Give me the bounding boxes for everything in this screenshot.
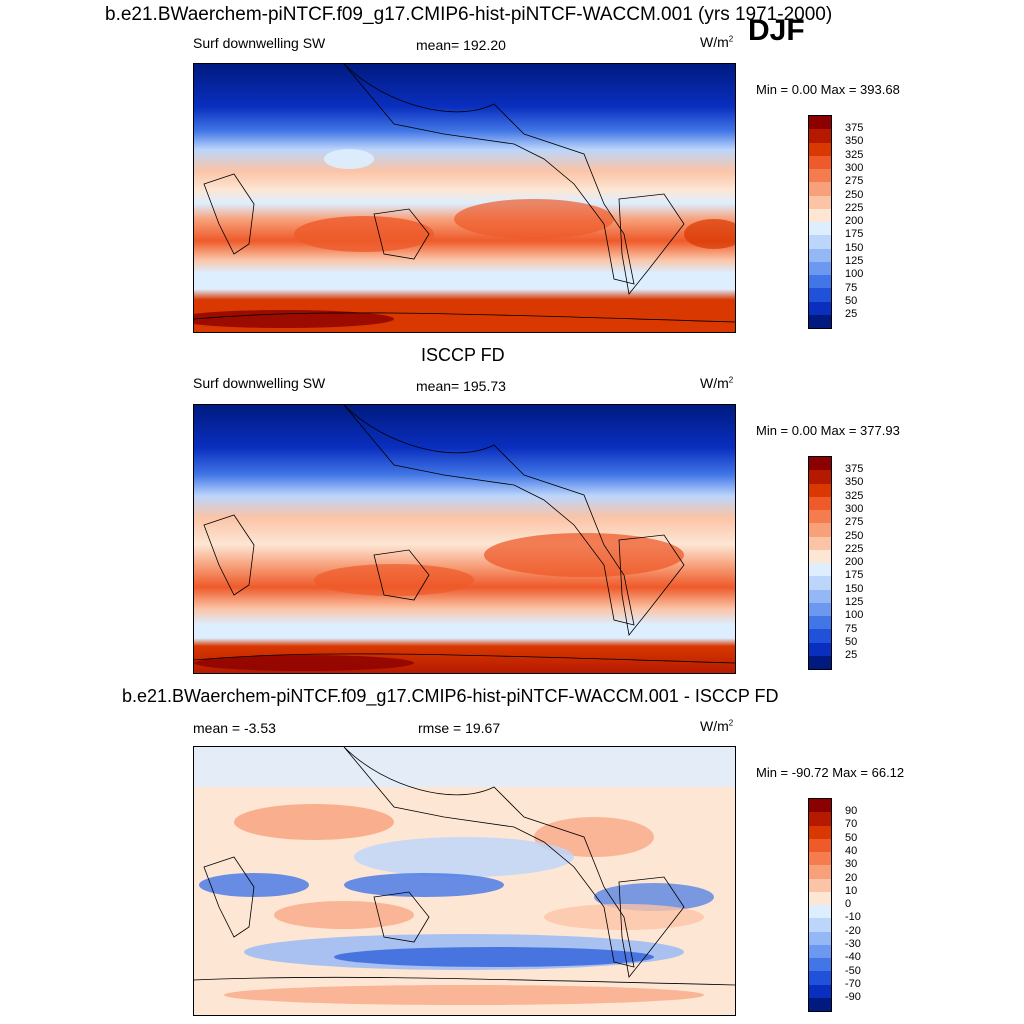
panel3-units: W/m2 <box>700 718 734 734</box>
panel1-tick: 50 <box>845 295 858 307</box>
panel2-colorbar-box <box>808 456 832 670</box>
panel2-tick: 350 <box>845 476 864 488</box>
panel1-tick: 200 <box>845 215 864 227</box>
panel2-tick: 125 <box>845 596 864 608</box>
panel3-tick: 30 <box>845 858 858 870</box>
panel1-tick: 175 <box>845 228 864 240</box>
panel3-map-field <box>193 746 736 1015</box>
plot-title: b.e21.BWaerchem-piNTCF.f09_g17.CMIP6-his… <box>105 4 833 25</box>
panel1-minmax: Min = 0.00 Max = 393.68 <box>756 82 900 97</box>
panel3-tick: 20 <box>845 872 858 884</box>
panel3-tick: 10 <box>845 885 858 897</box>
panel2-title: ISCCP FD <box>421 345 505 365</box>
panel1-tick: 325 <box>845 149 864 161</box>
panel1-colorbar-box <box>808 115 832 329</box>
panel2-tick: 200 <box>845 556 864 568</box>
panel2-tick: 300 <box>845 503 864 515</box>
panel3-minmax: Min = -90.72 Max = 66.12 <box>756 765 905 780</box>
panel3-mean: mean = -3.53 <box>193 720 276 736</box>
panel1-tick: 250 <box>845 189 864 201</box>
panel3-tick: -30 <box>845 938 861 950</box>
panel1-tick: 350 <box>845 135 864 147</box>
panel2-map-field <box>193 404 736 673</box>
season-label: DJF <box>748 14 805 47</box>
panel2-tick: 250 <box>845 530 864 542</box>
panel1-tick: 225 <box>845 202 864 214</box>
panel2-tick: 100 <box>845 609 864 621</box>
panel2-units: W/m2 <box>700 375 734 391</box>
panel3-title: b.e21.BWaerchem-piNTCF.f09_g17.CMIP6-his… <box>122 686 779 706</box>
panel1-tick: 125 <box>845 255 864 267</box>
panel3-tick: -20 <box>845 925 861 937</box>
panel3-tick: -10 <box>845 911 861 923</box>
panel3-tick: -70 <box>845 978 861 990</box>
panel1-tick: 25 <box>845 308 858 320</box>
panel1-tick: 150 <box>845 242 864 254</box>
panel3-tick: 40 <box>845 845 858 857</box>
panel3-tick: -50 <box>845 965 861 977</box>
panel2-variable-label: Surf downwelling SW <box>193 375 326 391</box>
panel3-tick: 0 <box>845 898 852 910</box>
panel1-map-field <box>174 63 744 332</box>
panel1-tick: 275 <box>845 175 864 187</box>
panel1-units: W/m2 <box>700 34 734 50</box>
panel3-map <box>193 746 736 1016</box>
panel2-tick: 150 <box>845 583 864 595</box>
panel3-tick: 90 <box>845 805 858 817</box>
panel1-tick: 375 <box>845 122 864 134</box>
panel3-tick: 70 <box>845 818 858 830</box>
panel2-tick: 75 <box>845 623 858 635</box>
panel2-tick: 225 <box>845 543 864 555</box>
panel2-map <box>193 404 736 674</box>
panel3-rmse: rmse = 19.67 <box>418 720 501 736</box>
panel1-map <box>174 63 744 333</box>
panel3-tick: -90 <box>845 991 861 1003</box>
panel1-mean: mean= 192.20 <box>416 37 506 53</box>
panel3-tick: 50 <box>845 832 858 844</box>
panel2-tick: 275 <box>845 516 864 528</box>
panel2-tick: 25 <box>845 649 858 661</box>
panel2-minmax: Min = 0.00 Max = 377.93 <box>756 423 900 438</box>
panel2-tick: 175 <box>845 569 864 581</box>
panel2-tick: 375 <box>845 463 864 475</box>
panel2-tick: 50 <box>845 636 858 648</box>
panel2-tick: 325 <box>845 490 864 502</box>
panel2-mean: mean= 195.73 <box>416 378 506 394</box>
panel1-tick: 75 <box>845 282 858 294</box>
panel1-tick: 100 <box>845 268 864 280</box>
panel1-tick: 300 <box>845 162 864 174</box>
panel1-variable-label: Surf downwelling SW <box>193 35 326 51</box>
panel3-tick: -40 <box>845 951 861 963</box>
panel3-colorbar-box <box>808 798 832 1012</box>
